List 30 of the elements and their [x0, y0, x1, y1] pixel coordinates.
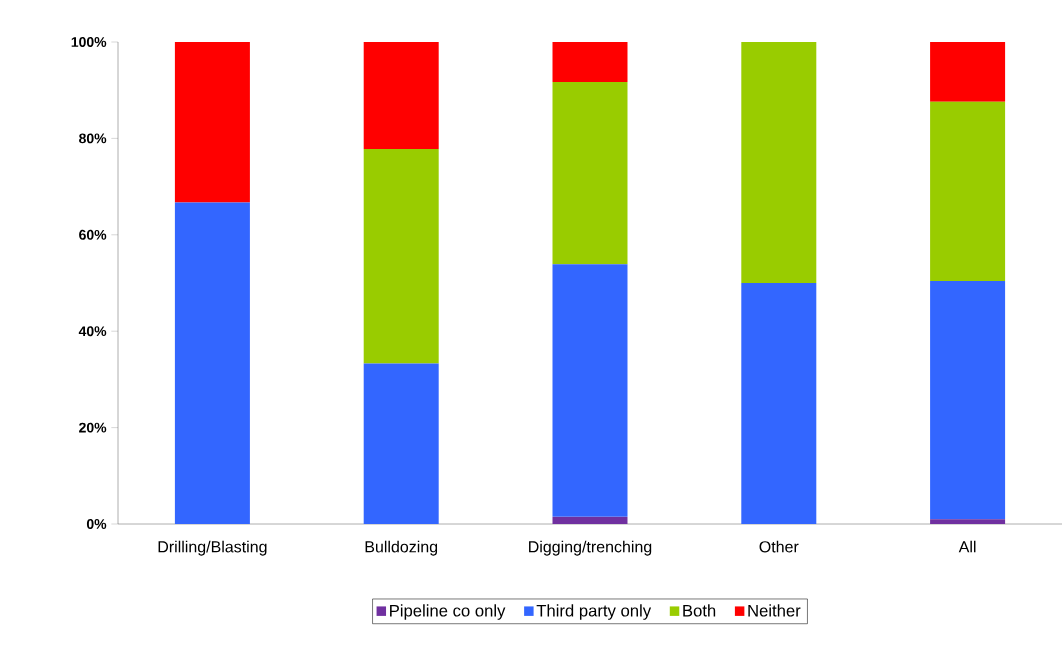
bar — [930, 42, 1006, 102]
bar — [741, 42, 817, 283]
y-tick-label: 100% — [71, 37, 107, 47]
bar — [552, 42, 628, 82]
bar — [552, 516, 628, 524]
y-tick-label: 0% — [86, 519, 107, 529]
legend-label: Third party only — [536, 604, 652, 620]
bar — [363, 363, 439, 524]
bar — [930, 519, 1006, 524]
bar — [174, 202, 250, 524]
legend-label: Both — [683, 604, 716, 617]
bar — [363, 149, 439, 364]
x-tick-label: Drilling/Blasting — [158, 540, 267, 556]
bar — [363, 42, 439, 149]
legend-label: Neither — [748, 604, 801, 617]
y-tick-label: 40% — [78, 326, 107, 337]
y-tick-label: 80% — [79, 133, 107, 144]
y-tick-label: 20% — [79, 422, 107, 433]
bar — [552, 82, 628, 265]
y-tick-label: 60% — [79, 229, 107, 240]
bar — [930, 281, 1006, 520]
bar — [741, 283, 817, 524]
legend-label: Pipeline co only — [390, 604, 506, 620]
bar — [552, 264, 628, 517]
x-tick-label: Bulldozing — [365, 540, 438, 556]
bar — [174, 42, 250, 203]
x-tick-label: Digging/trenching — [529, 540, 652, 556]
x-tick-label: All — [958, 540, 976, 553]
bar — [930, 101, 1006, 282]
x-tick-label: Other — [759, 540, 799, 553]
